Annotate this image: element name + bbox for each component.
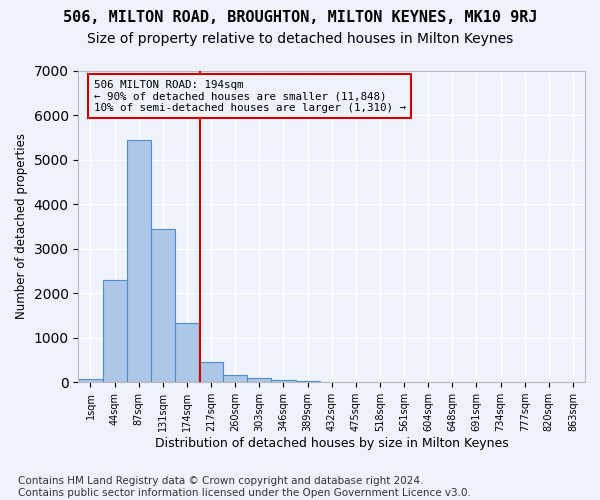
Bar: [127, 140, 151, 382]
Text: 506, MILTON ROAD, BROUGHTON, MILTON KEYNES, MK10 9RJ: 506, MILTON ROAD, BROUGHTON, MILTON KEYN…: [63, 10, 537, 25]
Bar: [271, 380, 296, 382]
Bar: [199, 362, 223, 382]
Text: Contains HM Land Registry data © Crown copyright and database right 2024.
Contai: Contains HM Land Registry data © Crown c…: [18, 476, 471, 498]
Bar: [175, 324, 199, 382]
Bar: [223, 376, 247, 382]
Bar: [247, 378, 271, 382]
Y-axis label: Number of detached properties: Number of detached properties: [15, 134, 28, 320]
X-axis label: Distribution of detached houses by size in Milton Keynes: Distribution of detached houses by size …: [155, 437, 509, 450]
Bar: [151, 228, 175, 382]
Bar: [296, 381, 320, 382]
Text: 506 MILTON ROAD: 194sqm
← 90% of detached houses are smaller (11,848)
10% of sem: 506 MILTON ROAD: 194sqm ← 90% of detache…: [94, 80, 406, 113]
Bar: [103, 280, 127, 382]
Bar: [79, 379, 103, 382]
Text: Size of property relative to detached houses in Milton Keynes: Size of property relative to detached ho…: [87, 32, 513, 46]
